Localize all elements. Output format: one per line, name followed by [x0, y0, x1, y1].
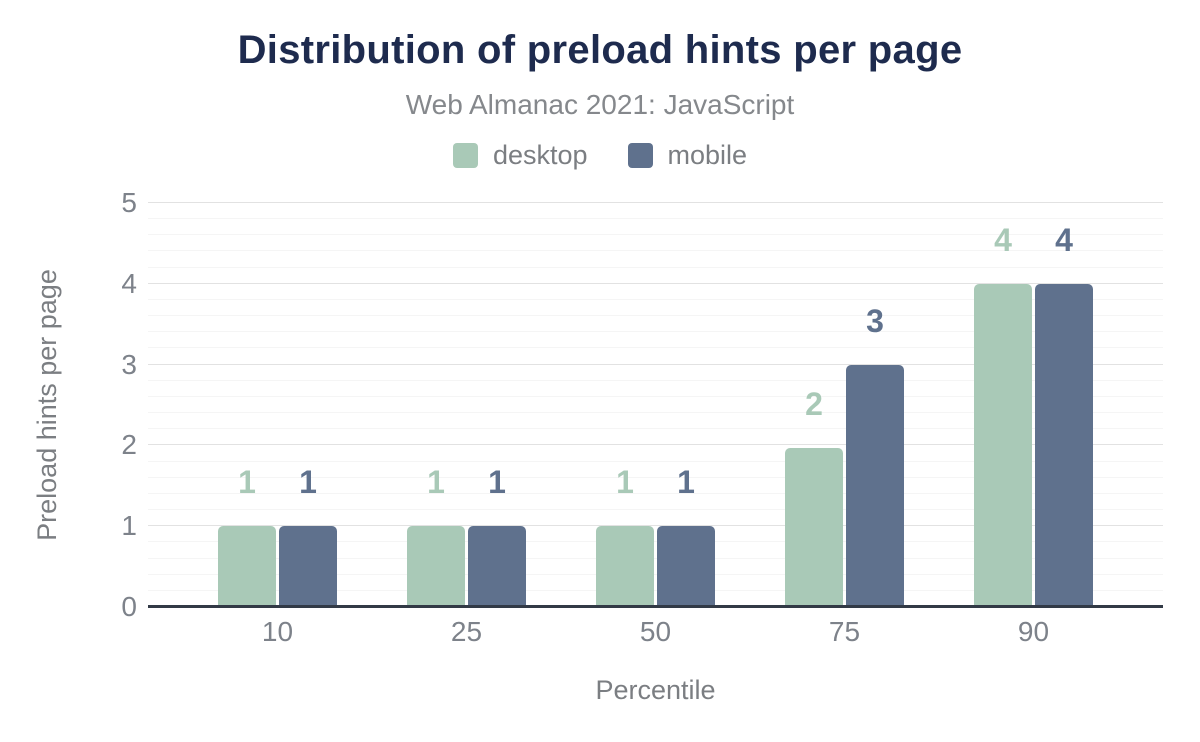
legend-item-mobile: mobile [627, 140, 748, 171]
gridline-minor [148, 589, 1163, 591]
x-tick-label-25: 25 [450, 616, 483, 647]
bar-desktop-p90 [974, 283, 1032, 607]
bar-desktop-p10 [218, 526, 276, 607]
gridline-major-2 [148, 444, 1163, 446]
gridline-minor [148, 412, 1163, 414]
y-tick-label-2: 2 [121, 429, 137, 461]
chart-title: Distribution of preload hints per page [237, 28, 963, 72]
x-tick-label-10: 10 [261, 616, 294, 647]
legend-label-mobile: mobile [667, 140, 748, 170]
y-tick-label-3: 3 [121, 348, 137, 380]
gridline-minor [148, 476, 1163, 478]
bar-label-mobile-p50: 1 [677, 464, 695, 501]
bar-label-desktop-p90: 4 [994, 221, 1012, 258]
x-axis-title: Percentile [595, 675, 716, 705]
gridline-major-4 [148, 282, 1163, 284]
x-tick-label-50: 50 [639, 616, 672, 647]
bar-mobile-p25 [468, 526, 526, 607]
gridline-minor [148, 509, 1163, 511]
gridline-minor [148, 428, 1163, 430]
bar-label-desktop-p75: 2 [805, 385, 823, 422]
legend-swatch-mobile [627, 143, 653, 168]
legend-item-desktop: desktop [452, 140, 588, 171]
bar-label-mobile-p25: 1 [488, 464, 506, 501]
bar-desktop-p50 [596, 526, 654, 607]
gridline-minor [148, 315, 1163, 317]
gridline-major-5 [148, 202, 1163, 203]
gridline-minor [148, 347, 1163, 349]
gridline-major-3 [148, 363, 1163, 365]
bar-label-mobile-p75: 3 [866, 302, 884, 339]
bar-label-mobile-p10: 1 [299, 464, 317, 501]
x-tick-label-90: 90 [1017, 616, 1050, 647]
bar-desktop-p75 [785, 447, 843, 607]
bar-label-desktop-p50: 1 [616, 464, 634, 501]
plot-area: 1 1 1 1 1 1 2 3 4 4 [148, 202, 1163, 608]
bar-label-desktop-p10: 1 [238, 464, 256, 501]
legend: desktop mobile [0, 140, 1200, 171]
y-tick-label-4: 4 [121, 267, 137, 299]
gridline-minor [148, 298, 1163, 300]
y-axis-title: Preload hints per page [32, 269, 62, 541]
y-tick-label-5: 5 [121, 187, 137, 218]
bar-mobile-p10 [279, 526, 337, 607]
legend-label-desktop: desktop [492, 140, 588, 170]
y-tick-label-0: 0 [121, 591, 137, 622]
legend-swatch-desktop [452, 143, 478, 168]
gridline-minor [148, 541, 1163, 543]
x-tick-label-75: 75 [828, 616, 861, 647]
gridline-minor [148, 492, 1163, 494]
bar-desktop-p25 [407, 526, 465, 607]
gridline-minor [148, 557, 1163, 559]
gridline-minor [148, 234, 1163, 236]
bar-mobile-p50 [657, 526, 715, 607]
gridline-minor [148, 218, 1163, 220]
bar-label-desktop-p25: 1 [427, 464, 445, 501]
gridline-minor [148, 250, 1163, 252]
bar-label-mobile-p90: 4 [1055, 221, 1073, 258]
chart-subtitle: Web Almanac 2021: JavaScript [405, 89, 795, 120]
bar-mobile-p90 [1035, 283, 1093, 607]
gridline-major-1 [148, 525, 1163, 527]
gridline-minor [148, 331, 1163, 333]
gridline-minor [148, 379, 1163, 381]
bar-mobile-p75 [846, 364, 904, 607]
y-tick-label-1: 1 [121, 510, 137, 542]
gridline-minor [148, 573, 1163, 575]
x-axis-line [148, 605, 1163, 608]
gridline-minor [148, 395, 1163, 397]
gridline-minor [148, 460, 1163, 462]
gridline-minor [148, 266, 1163, 268]
